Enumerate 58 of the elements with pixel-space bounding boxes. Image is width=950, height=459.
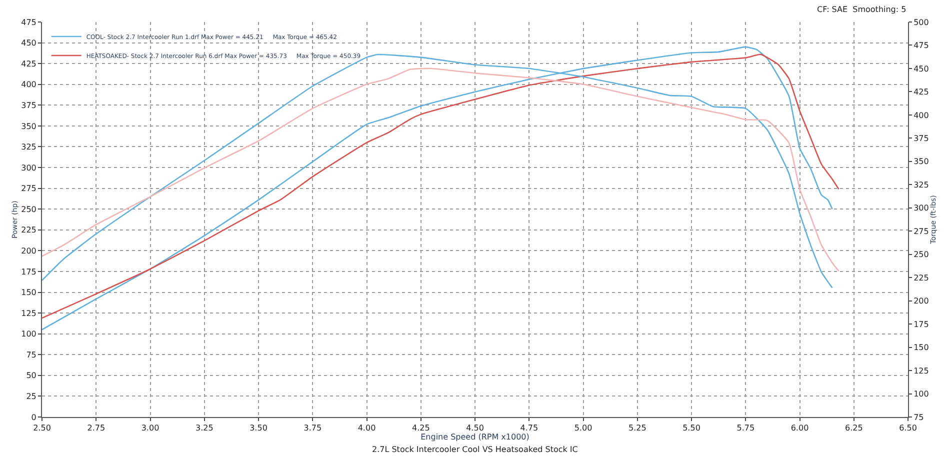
y-tick-label: 75 bbox=[26, 350, 36, 360]
y-tick-label: 50 bbox=[26, 371, 36, 380]
y-tick-label: 200 bbox=[21, 246, 36, 256]
y2-tick-label: 500 bbox=[914, 18, 929, 27]
y2-tick-label: 425 bbox=[914, 88, 929, 97]
x-tick-label: 4.75 bbox=[520, 424, 538, 433]
x-tick-label: 5.50 bbox=[682, 424, 700, 433]
x-axis-title: Engine Speed (RPM x1000) bbox=[420, 432, 530, 442]
y-tick-label: 375 bbox=[21, 100, 36, 110]
x-tick-label: 3.00 bbox=[141, 424, 160, 433]
y2-tick-label: 250 bbox=[914, 250, 929, 260]
y2-tick-label: 175 bbox=[914, 320, 929, 329]
x-tick-label: 4.00 bbox=[358, 424, 376, 433]
y-tick-label: 150 bbox=[21, 288, 36, 298]
y2-tick-label: 225 bbox=[914, 273, 929, 282]
x-tick-label: 6.50 bbox=[899, 424, 917, 433]
y2-tick-label: 400 bbox=[914, 110, 929, 120]
y2-tick-label: 275 bbox=[914, 226, 929, 236]
y2-tick-label: 150 bbox=[914, 343, 929, 352]
y2-tick-label: 125 bbox=[914, 366, 929, 376]
y-tick-label: 100 bbox=[21, 330, 36, 339]
x-tick-label: 3.25 bbox=[195, 424, 214, 433]
y2-tick-label: 375 bbox=[914, 134, 929, 143]
y-tick-label: 175 bbox=[21, 267, 36, 276]
text: 2.7L Stock Intercooler Cool VS Heatsoaked Stock IC bbox=[372, 445, 578, 454]
x-tick-label: 3.50 bbox=[250, 424, 268, 433]
y2-tick-label: 475 bbox=[914, 41, 929, 50]
y-tick-label: 475 bbox=[21, 18, 36, 27]
y-tick-label: 300 bbox=[21, 163, 36, 172]
x-tick-label: 5.75 bbox=[736, 424, 755, 433]
y2-tick-label: 450 bbox=[914, 64, 929, 74]
x-tick-label: 5.25 bbox=[628, 424, 646, 433]
y-tick-label: 400 bbox=[21, 80, 36, 90]
x-tick-label: 2.50 bbox=[33, 424, 51, 433]
x-tick-label: 6.25 bbox=[844, 424, 863, 433]
y2-tick-label: 325 bbox=[914, 180, 929, 190]
y-tick-label: 125 bbox=[21, 308, 36, 318]
y-tick-label: 0 bbox=[31, 412, 36, 422]
x-tick-label: 4.50 bbox=[466, 424, 484, 433]
y-tick-label: 225 bbox=[21, 226, 36, 235]
y2-tick-label: 100 bbox=[914, 390, 929, 399]
x-tick-label: 2.75 bbox=[87, 424, 106, 433]
x-tick-label: 6.00 bbox=[790, 424, 809, 433]
y-tick-label: 350 bbox=[21, 122, 36, 131]
y2-tick-label: 75 bbox=[914, 412, 924, 422]
y-tick-label: 275 bbox=[21, 184, 36, 194]
x-tick-label: 3.75 bbox=[304, 424, 322, 433]
y-tick-label: 425 bbox=[21, 59, 36, 68]
y-tick-label: 250 bbox=[21, 204, 36, 214]
y-tick-label: 325 bbox=[21, 142, 36, 152]
y-tick-label: 25 bbox=[26, 392, 36, 402]
text: CF: SAE Smoothing: 5 bbox=[817, 5, 906, 14]
x-tick-label: 4.25 bbox=[412, 424, 430, 433]
y-tick-label: 450 bbox=[21, 38, 36, 48]
y2-tick-label: 300 bbox=[914, 204, 929, 213]
y2-tick-label: 350 bbox=[914, 157, 929, 166]
x-tick-label: 5.00 bbox=[574, 424, 592, 433]
y2-tick-label: 200 bbox=[914, 296, 929, 306]
